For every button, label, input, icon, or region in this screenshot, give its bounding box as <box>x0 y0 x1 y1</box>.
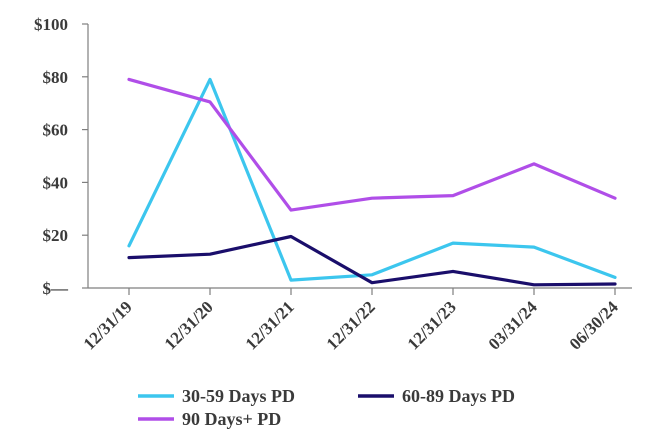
x-tick-label: 12/31/23 <box>404 297 460 353</box>
y-tick-label: $60 <box>43 121 69 140</box>
legend-label: 90 Days+ PD <box>182 409 281 429</box>
y-tick-label: $100 <box>34 15 68 34</box>
legend-label: 60-89 Days PD <box>402 386 515 406</box>
axes <box>82 23 632 295</box>
x-tick-label: 12/31/19 <box>80 297 136 353</box>
legend: 30-59 Days PD 60-89 Days PD 90 Days+ PD <box>138 386 515 429</box>
y-tick-label: $20 <box>43 226 69 245</box>
x-tick-label: 12/31/22 <box>323 297 379 353</box>
x-tick-label: 03/31/24 <box>485 297 542 354</box>
series-line-3 <box>127 77 617 212</box>
legend-label: 30-59 Days PD <box>182 386 295 406</box>
x-axis-labels: 12/31/19 12/31/20 12/31/21 12/31/22 12/31/23… <box>80 297 623 354</box>
series-lines <box>127 77 617 287</box>
x-tick-label: 12/31/21 <box>242 297 298 353</box>
y-tick-label: $— <box>43 279 70 298</box>
series-line-2 <box>127 234 617 287</box>
x-tick-label: 12/31/20 <box>161 297 217 353</box>
y-tick-label: $80 <box>43 68 69 87</box>
series-line-1 <box>127 77 617 282</box>
x-tick-label: 06/30/24 <box>566 297 623 354</box>
y-tick-label: $40 <box>43 173 69 192</box>
y-axis-labels: $— $20 $40 $60 $80 $100 <box>34 15 69 298</box>
